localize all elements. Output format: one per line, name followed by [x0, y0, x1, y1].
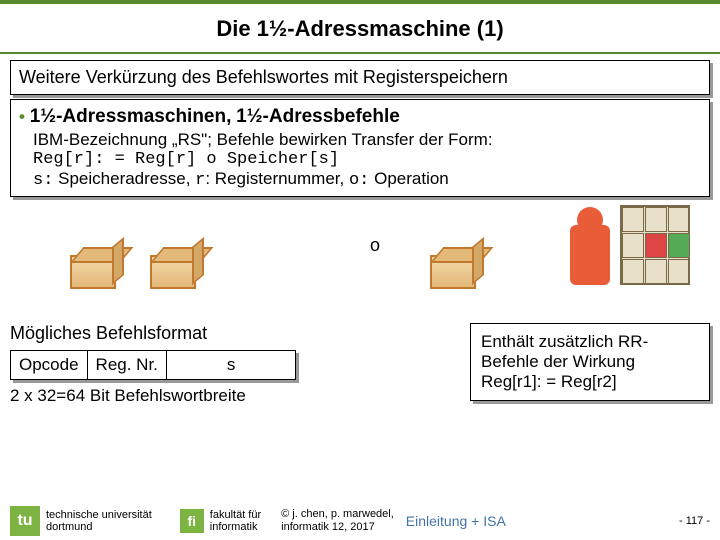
memory-box-3	[430, 255, 476, 289]
robot-icon	[570, 225, 610, 285]
l2e: o:	[349, 171, 369, 190]
headline-a: 1½-Adressmaschinen,	[30, 106, 232, 127]
page-number: - 117 -	[679, 515, 710, 527]
l2d: : Registernummer,	[205, 169, 349, 188]
bullet-line: • 1½-Adressmaschinen, 1½-Adressbefehle	[19, 106, 701, 128]
s-cell: s	[167, 351, 296, 379]
title-underline	[0, 52, 720, 54]
rr-l2: Befehle der Wirkung	[481, 352, 699, 372]
box-intro: Weitere Verkürzung des Befehlswortes mit…	[10, 60, 710, 95]
line1: IBM-Bezeichnung „RS"; Befehle bewirken T…	[33, 130, 701, 150]
memory-box-1	[70, 255, 116, 289]
format-column: Mögliches Befehlsformat Opcode Reg. Nr. …	[10, 323, 458, 406]
regnr-cell: Reg. Nr.	[88, 351, 167, 379]
rr-l1: Enthält zusätzlich RR-	[481, 332, 699, 352]
bullet-dot: •	[19, 107, 25, 126]
fi2: informatik	[210, 521, 261, 533]
clipart-robot-shelf	[570, 195, 690, 305]
code-line: Reg[r]: = Reg[r] o Speicher[s]	[33, 150, 701, 169]
tu-text: technische universität dortmund	[46, 509, 152, 533]
box-intro-text: Weitere Verkürzung des Befehlswortes mit…	[19, 67, 508, 87]
opcode-cell: Opcode	[11, 351, 88, 379]
memory-box-2	[150, 255, 196, 289]
rr-l3: Reg[r1]: = Reg[r2]	[481, 372, 699, 392]
line2: s: Speicheradresse, r: Registernummer, o…	[33, 169, 701, 190]
fi-text: fakultät für informatik	[210, 509, 261, 533]
shelf-icon	[620, 205, 690, 285]
l2c: r	[195, 171, 205, 190]
l2b: Speicheradresse,	[53, 169, 195, 188]
l2a: s:	[33, 171, 53, 190]
format-sub: 2 x 32=64 Bit Befehlswortbreite	[10, 386, 458, 406]
tu2: dortmund	[46, 521, 152, 533]
format-box: Opcode Reg. Nr. s	[10, 350, 296, 380]
rr-box: Enthält zusätzlich RR- Befehle der Wirku…	[470, 323, 710, 401]
diagram-row: o	[10, 205, 710, 315]
footer: tu technische universität dortmund fi fa…	[0, 504, 720, 540]
lecture-label: Einleitung + ISA	[406, 513, 506, 529]
box-main: • 1½-Adressmaschinen, 1½-Adressbefehle I…	[10, 99, 710, 197]
copy1: © j. chen, p. marwedel,	[281, 508, 394, 521]
page-title: Die 1½-Adressmaschine (1)	[0, 4, 720, 52]
copyright: © j. chen, p. marwedel, informatik 12, 2…	[281, 508, 394, 534]
tu1: technische universität	[46, 509, 152, 521]
operator-label: o	[370, 235, 380, 256]
headline-b: 1½-Adressbefehle	[236, 106, 400, 127]
tu-logo: tu	[10, 506, 40, 536]
format-title: Mögliches Befehlsformat	[10, 323, 458, 344]
fi1: fakultät für	[210, 509, 261, 521]
lower-row: Mögliches Befehlsformat Opcode Reg. Nr. …	[10, 323, 710, 406]
l2f: Operation	[369, 169, 448, 188]
fi-logo: fi	[180, 509, 204, 533]
copy2: informatik 12, 2017	[281, 521, 394, 534]
